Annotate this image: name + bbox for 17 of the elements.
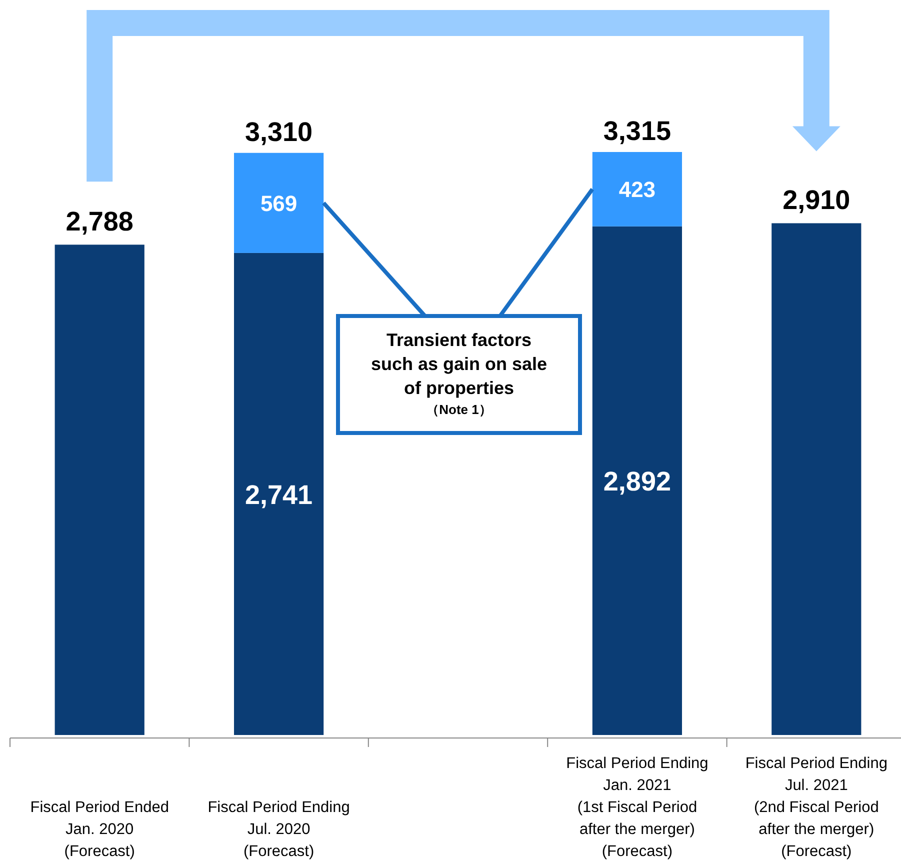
x-tick-label: Fiscal Period Ending Jul. 2021 (2nd Fiscal Period after the merger) (Forecast) xyxy=(745,755,888,860)
data-label: 569 xyxy=(260,190,298,216)
annotation: Transient factors such as gain on sale of properties （Note 1） xyxy=(370,330,548,417)
bar xyxy=(772,223,862,735)
data-label: 2,741 xyxy=(245,480,313,510)
data-label: 423 xyxy=(618,177,656,202)
bar xyxy=(54,244,144,735)
data-label: 2,892 xyxy=(603,466,671,497)
bar xyxy=(234,252,324,735)
x-tick-label: Fiscal Period Ended Jan. 2020 (Forecast) xyxy=(30,799,169,860)
data-label: 2,788 xyxy=(66,206,134,237)
x-tick-label: Fiscal Period Ending Jul. 2020 (Forecast) xyxy=(208,799,350,860)
x-tick-label: Fiscal Period Ending Jan. 2021 (1st Fiscal Period after the merger) (Forecast) xyxy=(566,755,708,860)
total-label: 3,315 xyxy=(603,116,671,146)
data-label: 2,910 xyxy=(782,185,850,216)
bar xyxy=(592,226,682,735)
total-label: 3,310 xyxy=(245,116,313,147)
